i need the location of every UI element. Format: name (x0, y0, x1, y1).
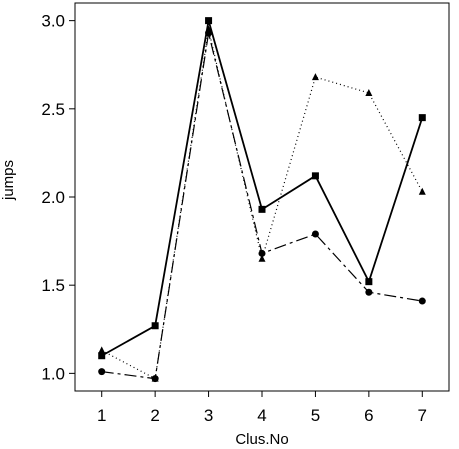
x-tick-label: 1 (97, 406, 106, 425)
series-circle-point (311, 230, 319, 238)
series-square-point (365, 278, 373, 286)
x-axis-ticks: 1 2 3 4 5 6 7 (97, 391, 427, 425)
series-circle-point (418, 297, 426, 305)
series-circle-point (205, 29, 213, 37)
series-square-point (311, 172, 319, 180)
series-square-point (205, 17, 213, 25)
x-tick-label: 2 (150, 406, 159, 425)
series-circle-point (98, 368, 106, 376)
series-triangle-point (418, 187, 426, 195)
series-triangle-line (101, 29, 423, 380)
y-axis-ticks: 1.0 1.5 2.0 2.5 3.0 (41, 12, 75, 383)
y-axis-title: jumps (0, 160, 17, 201)
series-triangle-point (258, 254, 266, 262)
x-tick-label: 7 (418, 406, 427, 425)
series-square-point (151, 322, 159, 330)
series-square-point (258, 205, 266, 213)
y-tick-label: 3.0 (41, 12, 65, 31)
x-tick-label: 6 (364, 406, 373, 425)
x-tick-label: 3 (204, 406, 213, 425)
series-circle-point (258, 249, 266, 257)
series-layer (98, 17, 426, 383)
series-circle-point (365, 288, 373, 296)
plot-frame (74, 2, 450, 392)
series-triangle-point (98, 346, 106, 354)
series-square-line (101, 20, 424, 357)
x-tick-label: 5 (311, 406, 320, 425)
series-circle-line (101, 32, 423, 380)
y-tick-label: 2.5 (41, 100, 65, 119)
y-tick-label: 2.0 (41, 188, 65, 207)
series-triangle-point (365, 88, 373, 96)
x-axis-title: Clus.No (235, 431, 288, 448)
y-tick-label: 1.0 (41, 364, 65, 383)
x-tick-label: 4 (257, 406, 266, 425)
series-square-point (98, 352, 106, 360)
series-circle-point (151, 375, 159, 383)
series-triangle-point (311, 73, 319, 81)
series-square-point (418, 114, 426, 122)
y-tick-label: 1.5 (41, 276, 65, 295)
